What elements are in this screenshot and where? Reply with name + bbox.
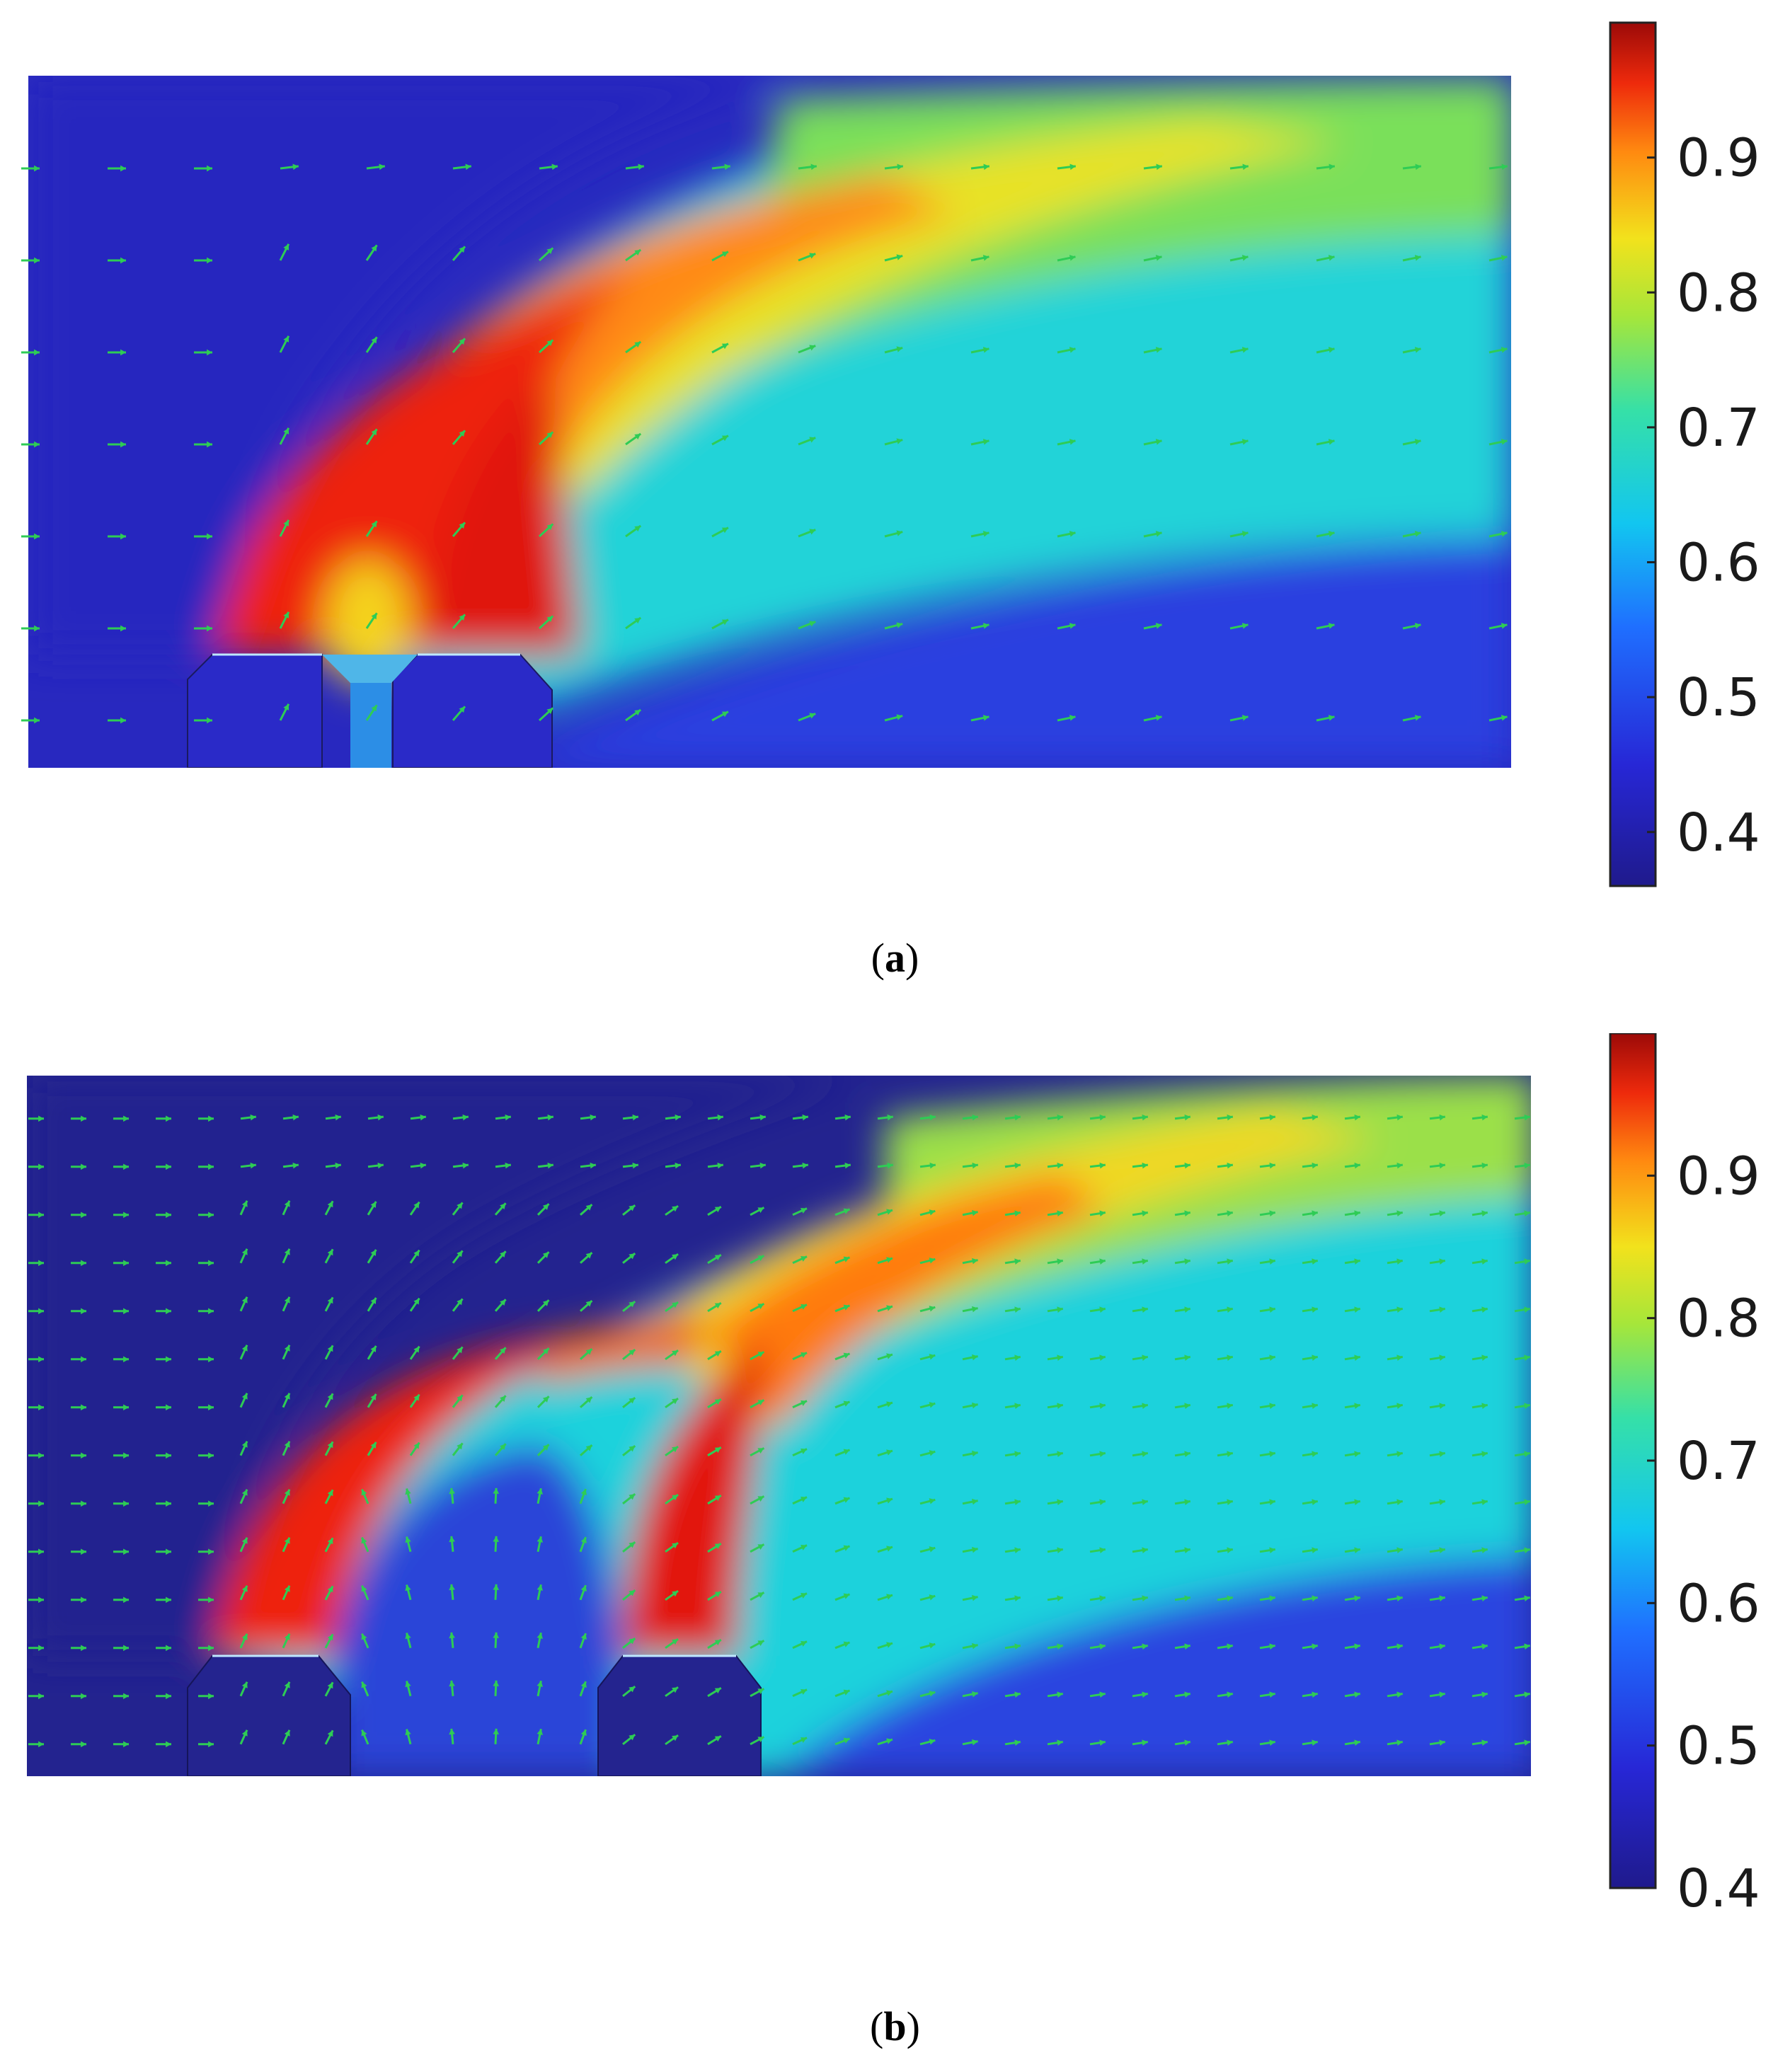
colorbar-tick-label: 0.9: [1677, 1146, 1760, 1207]
colorbar-a: 0.4 0.5 0.6 0.7 0.8 0.9: [1609, 21, 1760, 887]
field-plot-a: [21, 76, 1511, 768]
nozzle-geometry: [187, 1654, 762, 1776]
velocity-arrows: [28, 1114, 1531, 1748]
panel-b: 0.4 0.5 0.6 0.7 0.8 0.9 (b): [0, 1033, 1790, 2072]
colorbar-tick-label: 0.9: [1677, 128, 1760, 189]
colorbar-tick-label: 0.6: [1677, 533, 1760, 594]
colorbar-b: 0.4 0.5 0.6 0.7 0.8 0.9: [1609, 1033, 1760, 1919]
field-plot-b: [27, 1076, 1531, 1776]
nozzle-geometry: [187, 653, 553, 768]
panel-a: 0.4 0.5 0.6 0.7 0.8 0.9 (a): [0, 0, 1790, 1033]
caption-a-letter: a: [885, 935, 905, 981]
colorbar-tick-label: 0.6: [1677, 1573, 1760, 1634]
colorbar-tick-label: 0.8: [1677, 1289, 1760, 1349]
velocity-arrows: [21, 163, 1508, 724]
colorbar-tick-label: 0.7: [1677, 1431, 1760, 1492]
colorbar-gradient: [1609, 21, 1657, 887]
colorbar-tick-label: 0.4: [1677, 1858, 1760, 1919]
caption-a: (a): [871, 935, 919, 981]
colorbar-tick-label: 0.4: [1677, 802, 1760, 863]
caption-b: (b): [870, 2003, 920, 2049]
colorbar-tick-label: 0.8: [1677, 263, 1760, 323]
colorbar-tick-label: 0.5: [1677, 667, 1760, 728]
colorbar-tick-label: 0.5: [1677, 1716, 1760, 1777]
colorbar-tick-label: 0.7: [1677, 398, 1760, 459]
caption-b-letter: b: [883, 2003, 907, 2049]
